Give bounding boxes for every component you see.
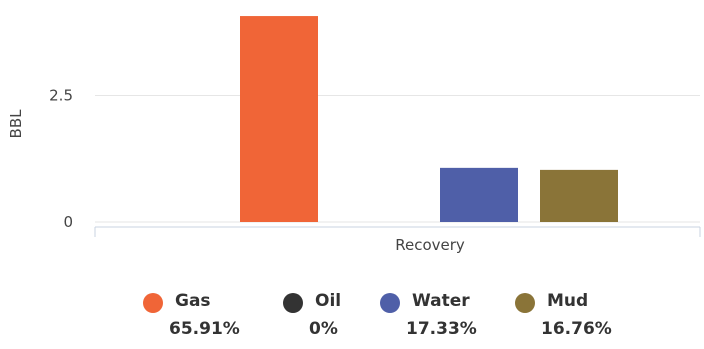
legend-marker-mud [515, 293, 535, 313]
legend-label-oil: Oil [315, 291, 342, 311]
legend-marker-gas [143, 293, 163, 313]
y-tick-label-1: 2.5 [49, 87, 73, 105]
bar-water[interactable] [440, 167, 518, 222]
legend-marker-oil [283, 293, 303, 313]
legend-percent-water: 17.33% [406, 319, 477, 339]
legend-percent-gas: 65.91% [169, 319, 240, 339]
bar-mud[interactable] [540, 169, 618, 222]
legend-label-mud: Mud [547, 291, 589, 311]
y-axis-label: BBL [7, 109, 25, 139]
legend-label-gas: Gas [175, 291, 211, 311]
legend-label-water: Water [412, 291, 470, 311]
x-tick-label-recovery: Recovery [395, 236, 465, 254]
y-tick-label-0: 0 [63, 213, 73, 231]
bar-gas[interactable] [240, 16, 318, 223]
legend-percent-mud: 16.76% [541, 319, 612, 339]
legend-marker-water [380, 293, 400, 313]
chart-legend: Gas 65.91% Oil 0% Water 17.33% Mud 16.76… [0, 283, 704, 349]
legend-percent-oil: 0% [309, 319, 338, 339]
